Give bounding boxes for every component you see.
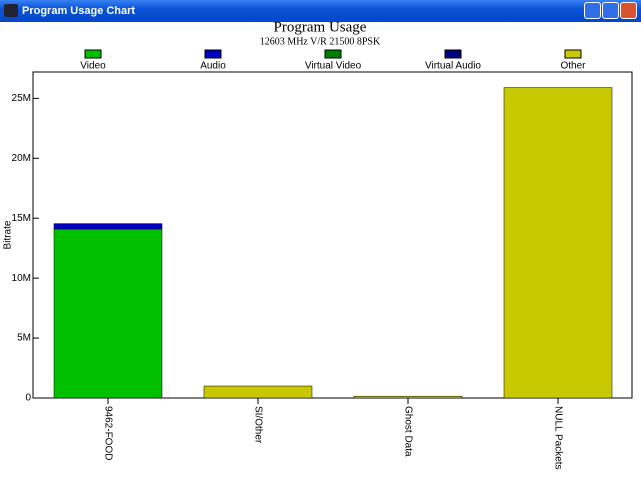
legend-label: Video xyxy=(80,61,106,72)
x-tick-label: 9462-FOOD xyxy=(102,406,113,460)
legend-swatch xyxy=(564,49,582,59)
y-tick-label: 15M xyxy=(12,213,31,224)
chart-title: Program Usage xyxy=(274,22,367,35)
y-axis-label: Bitrate xyxy=(3,220,14,249)
legend-swatch xyxy=(84,49,102,59)
app-icon xyxy=(4,4,18,17)
maximize-button[interactable] xyxy=(602,2,619,19)
legend-swatch xyxy=(444,49,462,59)
legend-label: Virtual Audio xyxy=(425,61,481,72)
close-button[interactable] xyxy=(620,2,637,19)
minimize-button[interactable] xyxy=(584,2,601,19)
x-tick-label: SI/Other xyxy=(252,406,263,444)
x-tick-label: Ghost Data xyxy=(402,406,413,457)
bar-segment xyxy=(203,385,313,399)
y-tick-label: 10M xyxy=(12,273,31,284)
y-tick-label: 25M xyxy=(12,93,31,104)
plot-frame xyxy=(32,71,633,399)
legend-swatch xyxy=(204,49,222,59)
chart-subtitle: 12603 MHz V/R 21500 8PSK xyxy=(260,36,381,47)
chart: Program Usage 12603 MHz V/R 21500 8PSK B… xyxy=(3,22,633,470)
bar-segment xyxy=(503,87,613,399)
bar-segment xyxy=(353,395,463,399)
bar-segment xyxy=(53,228,163,399)
window-title: Program Usage Chart xyxy=(22,5,136,17)
y-tick-label: 0 xyxy=(25,393,31,404)
y-tick-label: 5M xyxy=(17,333,31,344)
bar-segment xyxy=(53,223,163,230)
title-bar: Program Usage Chart xyxy=(0,0,641,22)
legend-label: Other xyxy=(560,61,586,72)
legend-swatch xyxy=(324,49,342,59)
legend-label: Audio xyxy=(200,61,226,72)
legend-label: Virtual Video xyxy=(305,61,362,72)
y-tick-label: 20M xyxy=(12,153,31,164)
x-tick-label: NULL Packets xyxy=(552,406,563,470)
